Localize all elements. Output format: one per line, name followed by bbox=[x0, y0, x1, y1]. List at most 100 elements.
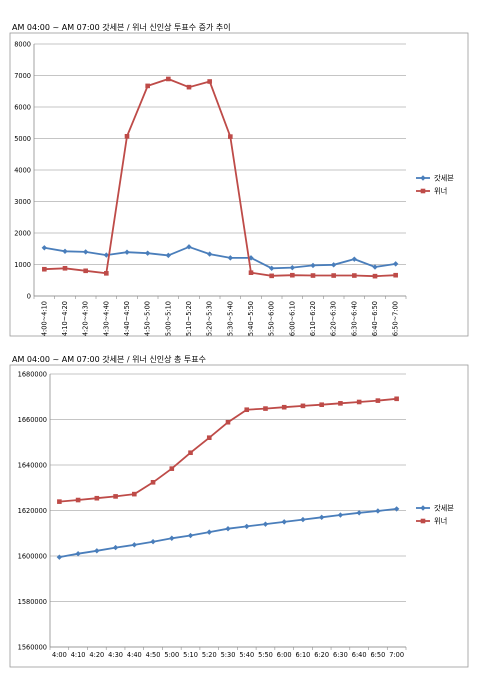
x-tick-label: 6:10 bbox=[296, 651, 311, 659]
legend-marker bbox=[420, 175, 426, 181]
x-tick-label: 5:30~5:40 bbox=[226, 301, 234, 336]
data-point bbox=[392, 261, 399, 267]
data-point bbox=[372, 264, 378, 270]
x-tick-label: 6:00 bbox=[277, 651, 292, 659]
data-point bbox=[351, 256, 358, 262]
x-tick-label: 6:00~6:10 bbox=[288, 301, 296, 336]
chart-2: 1560000 1580000 1600000 1620000 1640000 16600… bbox=[9, 364, 469, 668]
x-tick-label: 4:30~4:40 bbox=[102, 301, 110, 336]
data-point bbox=[145, 83, 150, 89]
data-point bbox=[207, 79, 212, 84]
x-tick-label: 6:30 bbox=[333, 651, 348, 659]
data-point bbox=[83, 268, 88, 274]
data-point bbox=[206, 435, 212, 440]
chart-frame bbox=[9, 32, 469, 337]
data-point bbox=[186, 84, 192, 90]
series-line-1 bbox=[44, 245, 396, 270]
data-point bbox=[103, 252, 110, 258]
y-tick-label: 7000 bbox=[14, 72, 31, 80]
x-tick-label: 5:10 bbox=[183, 651, 198, 659]
chart-1: 0 1000 2000 3000 4000 5000 6000 7000 8000 4:00~4:… bbox=[9, 32, 469, 337]
legend-marker bbox=[420, 188, 426, 194]
data-point bbox=[263, 406, 268, 411]
chart-2-title: AM 04:00 ~ AM 07:00 갓세븐 / 위너 신인상 총 투표수 bbox=[12, 355, 207, 364]
data-point bbox=[310, 273, 316, 278]
y-tick-label: 1660000 bbox=[18, 416, 47, 424]
x-tick-label: 4:10 bbox=[71, 651, 86, 659]
y-tick-label: 1000 bbox=[14, 261, 31, 269]
chart-frame bbox=[9, 364, 469, 668]
x-tick-label: 6:20~6:30 bbox=[330, 301, 338, 336]
data-point bbox=[112, 544, 119, 551]
x-tick-label: 5:20~5:30 bbox=[206, 301, 214, 336]
data-point bbox=[57, 499, 62, 504]
data-point bbox=[94, 548, 100, 554]
data-point bbox=[269, 273, 274, 279]
y-tick-label: 5000 bbox=[14, 135, 31, 143]
x-tick-label: 6:20 bbox=[314, 651, 329, 659]
x-tick-label: 6:50 bbox=[370, 651, 385, 659]
data-point bbox=[94, 495, 100, 501]
data-point bbox=[319, 402, 324, 408]
x-tick-label: 7:00 bbox=[389, 651, 404, 659]
data-point bbox=[165, 252, 172, 259]
x-tick-label: 6:30~6:40 bbox=[350, 301, 358, 336]
y-tick-label: 1600000 bbox=[18, 552, 47, 560]
data-point bbox=[372, 273, 378, 279]
data-point bbox=[75, 497, 81, 503]
data-point bbox=[188, 450, 193, 456]
x-tick-label: 4:30 bbox=[108, 651, 123, 659]
data-point bbox=[124, 133, 130, 139]
series-line-2 bbox=[44, 78, 396, 278]
data-point bbox=[186, 244, 192, 250]
data-point bbox=[268, 265, 275, 271]
data-point bbox=[337, 512, 344, 518]
x-tick-label: 5:10~5:20 bbox=[185, 301, 193, 336]
data-point bbox=[393, 506, 400, 512]
data-point bbox=[289, 264, 296, 271]
data-point bbox=[75, 551, 81, 557]
y-tick-label: 8000 bbox=[14, 40, 31, 48]
data-point bbox=[113, 494, 118, 499]
x-tick-label: 4:20~4:30 bbox=[82, 301, 90, 336]
data-point bbox=[290, 272, 295, 278]
y-tick-label: 2000 bbox=[14, 229, 31, 237]
data-point bbox=[244, 523, 250, 530]
data-point bbox=[131, 542, 138, 548]
legend-marker bbox=[420, 518, 426, 524]
x-tick-label: 4:40~4:50 bbox=[123, 301, 131, 336]
y-tick-label: 4000 bbox=[14, 166, 31, 174]
data-point bbox=[281, 519, 287, 525]
data-point bbox=[375, 398, 381, 403]
y-tick-label: 1680000 bbox=[18, 370, 47, 378]
data-point bbox=[300, 516, 306, 523]
data-point bbox=[331, 273, 336, 278]
legend-label: 위너 bbox=[434, 187, 447, 196]
data-point bbox=[225, 419, 231, 425]
x-tick-label: 5:00~5:10 bbox=[164, 301, 172, 336]
x-tick-label: 5:40~5:50 bbox=[247, 301, 255, 336]
y-tick-label: 0 bbox=[27, 292, 31, 300]
data-point bbox=[318, 514, 325, 521]
x-tick-label: 4:50~5:00 bbox=[144, 301, 152, 336]
data-point bbox=[62, 265, 68, 271]
data-point bbox=[338, 401, 343, 406]
x-tick-label: 5:50 bbox=[258, 651, 273, 659]
data-point bbox=[248, 270, 254, 275]
x-tick-label: 6:50~7:00 bbox=[392, 301, 400, 336]
data-point bbox=[330, 262, 337, 268]
data-point bbox=[187, 532, 194, 539]
data-point bbox=[62, 248, 68, 254]
x-tick-label: 4:10~4:20 bbox=[61, 301, 69, 336]
data-point bbox=[356, 399, 362, 405]
data-point bbox=[244, 407, 250, 413]
y-tick-label: 1640000 bbox=[18, 461, 47, 469]
data-point bbox=[352, 273, 357, 278]
x-tick-label: 5:30 bbox=[221, 651, 236, 659]
data-point bbox=[41, 245, 48, 251]
data-point bbox=[42, 266, 47, 272]
data-point bbox=[169, 466, 175, 471]
y-tick-label: 1620000 bbox=[18, 507, 47, 515]
x-tick-label: 4:40 bbox=[127, 651, 142, 659]
